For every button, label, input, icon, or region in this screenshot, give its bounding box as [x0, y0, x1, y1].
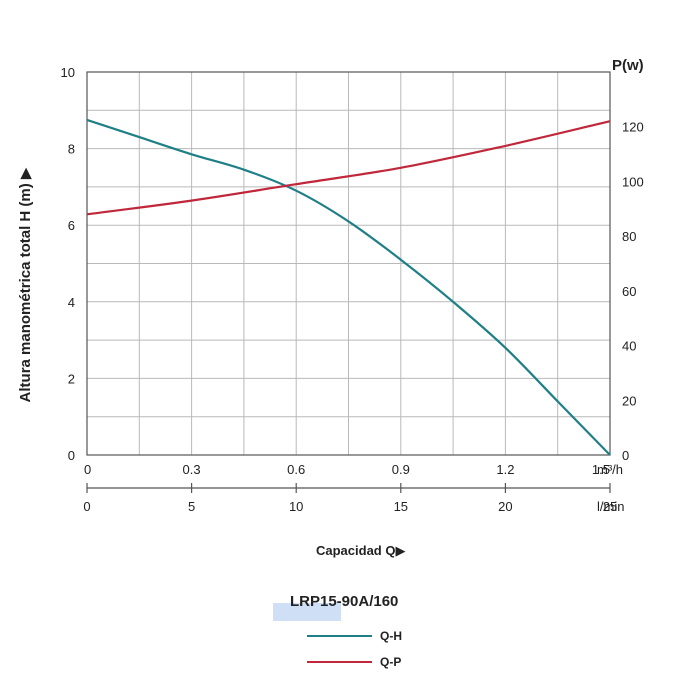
y-tick-label: 4	[68, 295, 75, 310]
x-tick-label-m3h: 0.6	[287, 462, 305, 477]
y-tick-label: 2	[68, 371, 75, 386]
y2-tick-label: 120	[622, 120, 644, 135]
y-tick-label: 0	[68, 448, 75, 463]
x-tick-label-lmin: 20	[498, 499, 512, 514]
y-tick-label: 6	[68, 218, 75, 233]
x-tick-label-lmin: 5	[188, 499, 195, 514]
y2-tick-label: 40	[622, 339, 636, 354]
x-tick-label-lmin: 10	[289, 499, 303, 514]
x-tick-label-lmin: 15	[394, 499, 408, 514]
y-axis-label: Altura manométrica total H (m) ▶	[17, 167, 34, 402]
x-tick-label-lmin: 0	[83, 499, 90, 514]
right-axis-ticks: 0 20 40 60 80 100 120	[622, 120, 644, 463]
y2-tick-label: 100	[622, 174, 644, 189]
x-tick-label-m3h: 1.2	[496, 462, 514, 477]
x-axis-label: Capacidad Q▶	[316, 543, 405, 558]
legend-label-q-p: Q-P	[380, 655, 401, 669]
x-tick-label-m3h: 0	[84, 462, 91, 477]
series-lines	[86, 118, 611, 456]
x-tick-label-m3h: 0.9	[392, 462, 410, 477]
model-highlight	[273, 603, 341, 621]
y2-axis-label: P(w)	[612, 57, 644, 74]
series-line-q-h	[86, 118, 611, 456]
x-tick-label-lmin: 25	[603, 499, 617, 514]
series-line-q-p	[86, 120, 611, 216]
y-tick-label: 8	[68, 142, 75, 157]
x-tick-label-m3h: 0.3	[183, 462, 201, 477]
y2-tick-label: 20	[622, 393, 636, 408]
model-title: LRP15-90A/160	[290, 593, 398, 610]
x-unit-m3h: m³/h	[597, 462, 623, 477]
x-tick-label-m3h: 1.5	[592, 462, 610, 477]
grid	[87, 72, 610, 455]
y2-tick-label: 80	[622, 229, 636, 244]
left-axis-ticks: 0 2 4 6 8 10	[61, 65, 75, 463]
y-tick-label: 10	[61, 65, 75, 80]
x-axis-ticks-m3h: 0 0.3 0.6 0.9 1.2 1.5	[84, 462, 610, 477]
legend: Q-H Q-P	[307, 629, 402, 669]
legend-label-q-h: Q-H	[380, 629, 402, 643]
y2-tick-label: 60	[622, 284, 636, 299]
x-axis-ticks-lmin: 0 5 10 15 20 25	[83, 483, 617, 514]
x-unit-lmin: l/min	[597, 499, 624, 514]
y2-tick-label: 0	[622, 448, 629, 463]
plot-frame	[86, 71, 611, 456]
